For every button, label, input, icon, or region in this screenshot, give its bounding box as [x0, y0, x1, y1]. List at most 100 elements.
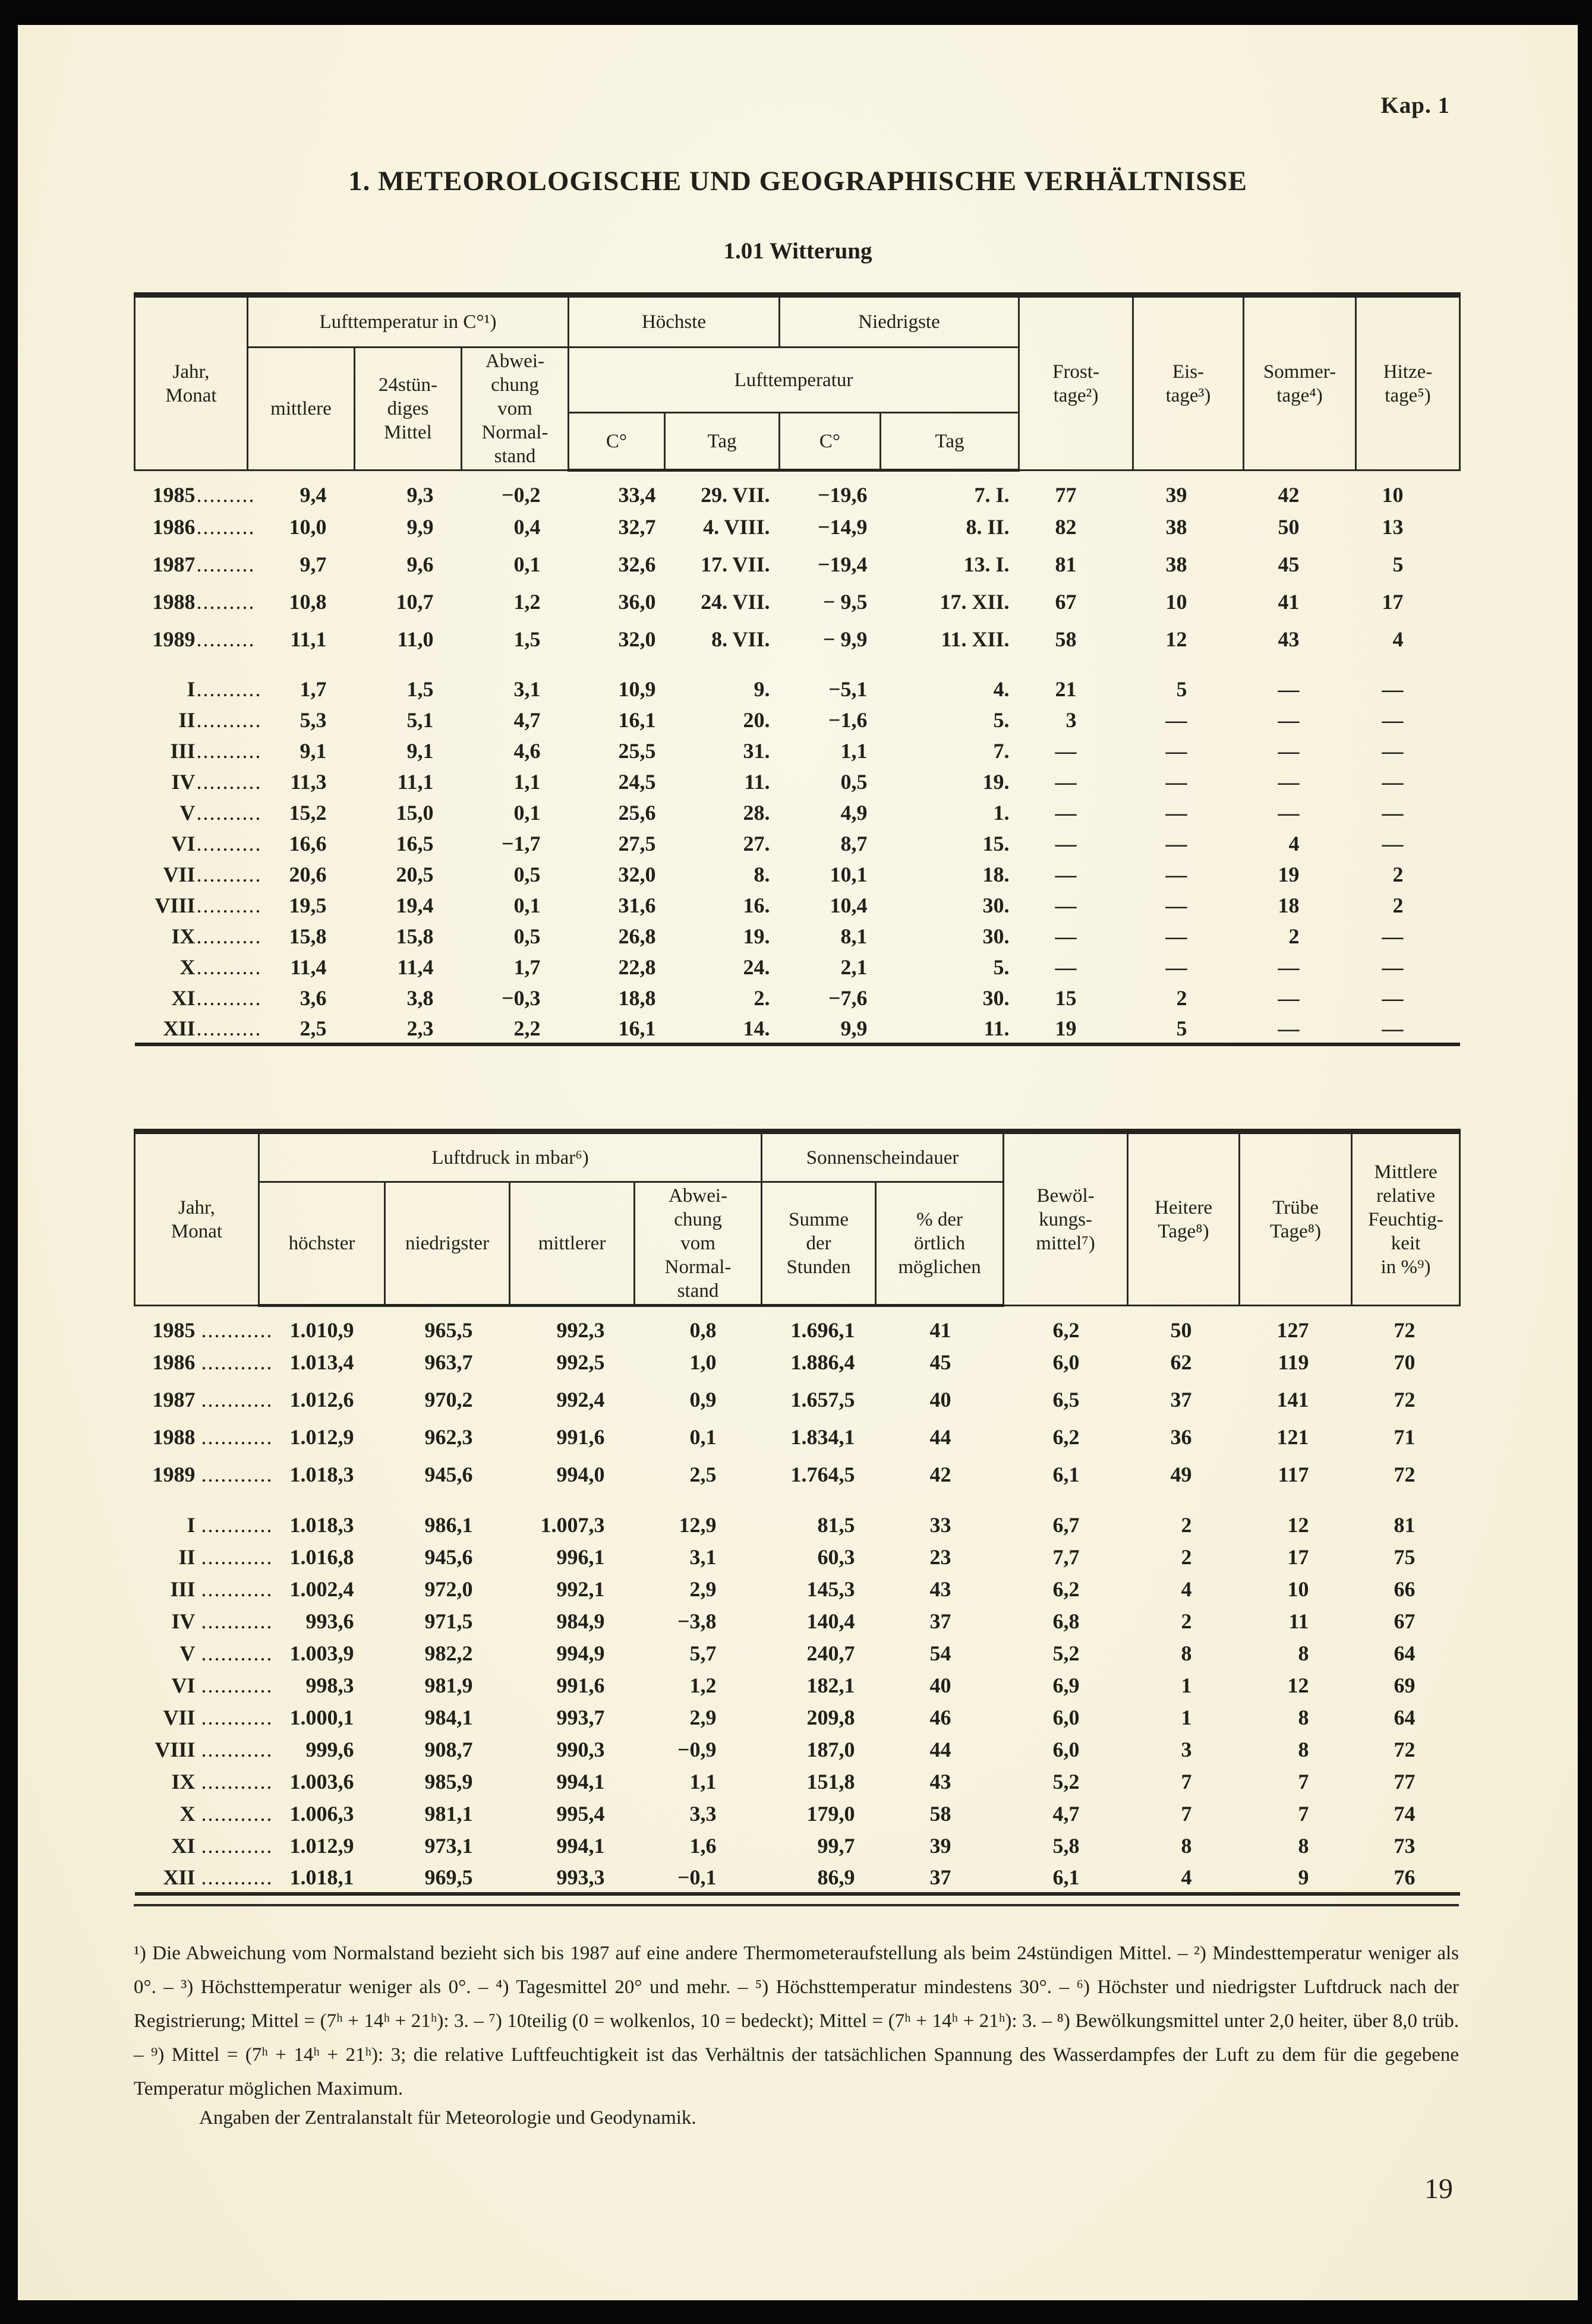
- dot-leader: ...........: [201, 1577, 273, 1601]
- cell: 12,9: [679, 1513, 717, 1537]
- cell: 3,6: [300, 986, 327, 1010]
- temperature-table: Jahr, Monat Lufttemperatur in C°¹) Höchs…: [134, 292, 1461, 1046]
- cell: 1.018,3: [289, 1513, 354, 1537]
- cell: 6,5: [1052, 1387, 1080, 1412]
- cell: 30.: [982, 986, 1010, 1010]
- col-header-c-niedrigste: C°: [778, 412, 882, 472]
- cell: 64: [1394, 1641, 1416, 1665]
- dot-leader: ...........: [201, 1609, 273, 1633]
- cell: —: [1382, 986, 1404, 1010]
- cell: 69: [1394, 1673, 1416, 1697]
- row-label: II..........: [135, 705, 260, 735]
- row-label-text: 1988: [152, 1425, 196, 1449]
- cell: 16,1: [618, 1016, 656, 1040]
- cell: 86,9: [817, 1865, 855, 1889]
- col-header-niedrigster: niedrigster: [384, 1181, 510, 1307]
- cell: 991,6: [556, 1673, 605, 1697]
- cell: 1,0: [689, 1350, 717, 1374]
- cell: 984,1: [424, 1706, 473, 1729]
- cell: 9,6: [406, 552, 434, 576]
- cell: 11,1: [397, 770, 434, 794]
- row-label: 1987...........: [135, 1381, 272, 1418]
- cell: 5.: [993, 955, 1010, 979]
- cell: 16.: [743, 893, 770, 917]
- cell: 1.010,9: [289, 1318, 354, 1342]
- dot-leader: ...........: [201, 1462, 273, 1486]
- cell: 5,8: [1052, 1834, 1080, 1858]
- cell: 971,5: [424, 1609, 473, 1633]
- cell: 993,3: [556, 1865, 605, 1889]
- table-row: V........... 1.003,9 982,2 994,9 5,7 240,7 54 5…: [135, 1637, 1460, 1669]
- source-note: Angaben der Zentralanstalt für Meteorolo…: [199, 2107, 696, 2129]
- dot-leader: ..........: [196, 893, 262, 917]
- row-label: 1985.........: [135, 471, 254, 509]
- dot-leader: ...........: [201, 1513, 273, 1537]
- cell: 8: [1298, 1706, 1309, 1729]
- row-group-gap: [135, 1493, 1460, 1509]
- cell: 10,9: [618, 677, 656, 701]
- table-row: IV........... 993,6 971,5 984,9 −3,8 140,4 37 6…: [135, 1605, 1460, 1637]
- cell: 0,5: [513, 924, 541, 948]
- row-label: 1988.........: [135, 583, 254, 620]
- table-row: 1985........... 1.010,9 965,5 992,3 0,8 1.696…: [135, 1306, 1460, 1344]
- temperature-table-header: Jahr, Monat Lufttemperatur in C°¹) Höchs…: [134, 294, 1461, 472]
- cell: 1,7: [513, 955, 541, 979]
- dot-leader: ...........: [201, 1738, 273, 1761]
- cell: 1.834,1: [790, 1425, 855, 1449]
- cell: 5: [1176, 677, 1187, 701]
- cell: 6,2: [1052, 1425, 1080, 1449]
- col-header-c-hoechste: C°: [568, 412, 666, 472]
- cell: 13: [1382, 514, 1404, 539]
- group-header-hoechste: Höchste: [567, 294, 781, 348]
- cell: 985,9: [424, 1770, 473, 1793]
- cell: 995,4: [556, 1802, 605, 1826]
- col-header-24stuendiges-mittel: 24stün- diges Mittel: [354, 346, 462, 471]
- row-label-text: 1985: [152, 1318, 196, 1342]
- cell: 11,4: [290, 955, 327, 979]
- row-label: 1985...........: [135, 1306, 272, 1344]
- cell: 0,5: [513, 863, 541, 886]
- cell: —: [1382, 677, 1404, 701]
- cell: 10: [1165, 589, 1187, 614]
- row-label-text: VIII: [155, 893, 196, 917]
- cell: 1.000,1: [289, 1706, 354, 1729]
- cell: 2: [1181, 1513, 1192, 1537]
- cell: 81: [1394, 1513, 1416, 1537]
- cell: 15: [1055, 986, 1077, 1010]
- cell: −5,1: [828, 677, 868, 701]
- table-row: I.......... 1,7 1,5 3,1 10,9 9. −5,1 4. 21 5 — —: [135, 674, 1460, 705]
- dot-leader: ..........: [196, 739, 262, 763]
- row-label: II...........: [135, 1541, 272, 1573]
- cell: 5,7: [689, 1641, 717, 1665]
- cell: 4: [1181, 1865, 1192, 1889]
- cell: 19,4: [396, 893, 434, 917]
- cell: 127: [1276, 1318, 1309, 1342]
- cell: −19,6: [818, 483, 868, 507]
- dot-leader: ...........: [201, 1318, 273, 1342]
- cell: 151,8: [806, 1770, 855, 1793]
- dot-leader: ...........: [201, 1865, 273, 1889]
- dot-leader: ..........: [196, 924, 262, 948]
- cell: 2: [1181, 1609, 1192, 1633]
- cell: 999,6: [305, 1738, 354, 1761]
- cell: —: [1382, 955, 1404, 979]
- dot-leader: ...........: [201, 1802, 273, 1826]
- cell: 2,9: [689, 1577, 717, 1601]
- row-group-gap: [135, 658, 1460, 674]
- row-label: 1987.........: [135, 545, 254, 583]
- cell: 31.: [743, 739, 770, 763]
- table-row: X........... 1.006,3 981,1 995,4 3,3 179,0 58 4…: [135, 1798, 1460, 1830]
- cell: 945,6: [424, 1462, 473, 1486]
- cell: 39: [1165, 482, 1187, 507]
- cell: 5: [1392, 552, 1404, 576]
- cell: 44: [929, 1738, 951, 1761]
- cell: 37: [929, 1609, 951, 1633]
- cell: 67: [1055, 589, 1077, 614]
- cell: 994,1: [556, 1770, 605, 1793]
- cell: 36,0: [618, 589, 656, 614]
- group-header-lufttemperatur-extrema: Lufttemperatur: [567, 346, 1020, 414]
- cell: 6,2: [1052, 1577, 1080, 1601]
- cell: 969,5: [424, 1865, 473, 1889]
- cell: 28.: [743, 801, 770, 825]
- cell: 1,2: [513, 589, 541, 614]
